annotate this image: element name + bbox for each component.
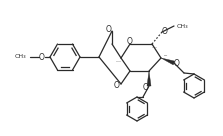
Text: O: O [127,36,133,46]
Text: ···: ··· [164,53,168,58]
Text: ···: ··· [151,46,157,50]
Text: O: O [114,81,120,89]
Polygon shape [161,58,175,65]
Text: CH₃: CH₃ [176,24,188,29]
Text: O: O [174,60,180,69]
Text: CH₃: CH₃ [14,55,26,60]
Text: O: O [106,26,112,35]
Text: O: O [39,52,45,61]
Text: O: O [162,27,168,36]
Text: O: O [143,83,149,92]
Text: ···: ··· [115,60,121,64]
Polygon shape [147,71,151,86]
